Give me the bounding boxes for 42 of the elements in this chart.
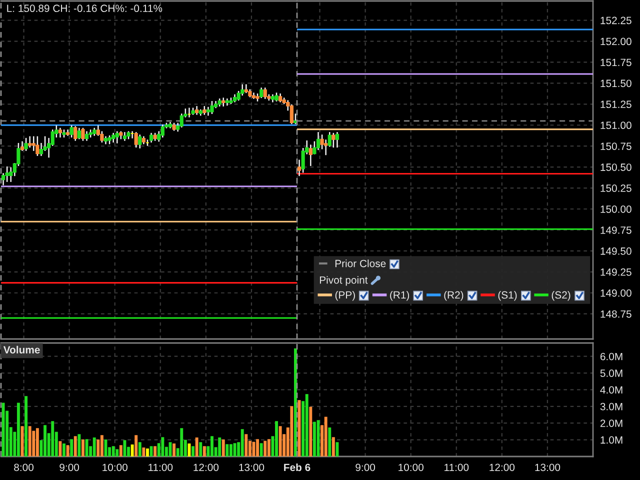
y-tick-label: 4.0M xyxy=(600,386,622,394)
legend-label: (R2) xyxy=(444,291,464,301)
y-tick-label: 1.0M xyxy=(600,436,622,444)
y-tick-label: 150.25 xyxy=(600,184,632,192)
x-tick-label: Feb 6 xyxy=(284,463,310,472)
y-tick-label: 151.50 xyxy=(600,80,632,88)
x-tick-label: 11:00 xyxy=(148,464,173,472)
legend-title: Pivot point xyxy=(320,276,368,286)
y-tick-label: 150.00 xyxy=(600,206,632,213)
y-tick-label: 148.75 xyxy=(600,310,632,318)
legend-label: Prior Close xyxy=(335,260,386,268)
y-tick-label: 150.50 xyxy=(600,164,632,171)
x-tick-label: 11:00 xyxy=(444,464,469,472)
y-tick-label: 2.0M xyxy=(600,420,622,427)
legend-label: (S2) xyxy=(552,291,570,301)
x-tick-label: 10:00 xyxy=(398,464,424,472)
x-tick-label: 13:00 xyxy=(535,464,560,472)
y-tick-label: 150.75 xyxy=(600,142,632,150)
x-tick-label: 13:00 xyxy=(239,464,264,472)
chart-title: Volume xyxy=(3,346,40,354)
legend-label: (R1) xyxy=(390,291,410,301)
y-tick-label: 152.00 xyxy=(600,38,632,46)
y-tick-label: 151.00 xyxy=(600,122,632,130)
annotation: L: 150.89 CH: -0.16 CH%: -0.11% xyxy=(7,4,162,12)
x-tick-label: 9:00 xyxy=(60,464,80,472)
y-tick-label: 149.75 xyxy=(600,226,632,234)
x-tick-label: 8:00 xyxy=(14,464,34,472)
y-tick-label: 5.0M xyxy=(600,370,622,377)
y-tick-label: 152.25 xyxy=(600,16,632,24)
legend-label: (PP) xyxy=(335,291,355,301)
y-tick-label: 151.25 xyxy=(600,100,632,108)
legend-label: (S1) xyxy=(498,291,517,301)
x-tick-label: 12:00 xyxy=(194,464,219,472)
x-tick-label: 10:00 xyxy=(102,464,128,472)
y-tick-label: 151.75 xyxy=(600,58,632,66)
x-tick-label: 9:00 xyxy=(356,464,376,472)
x-tick-label: 12:00 xyxy=(490,464,515,472)
y-tick-label: 149.00 xyxy=(600,289,632,297)
y-tick-label: 6.0M xyxy=(600,352,622,360)
y-tick-label: 3.0M xyxy=(600,402,622,410)
y-tick-label: 149.25 xyxy=(600,268,632,276)
y-tick-label: 149.50 xyxy=(600,247,632,255)
